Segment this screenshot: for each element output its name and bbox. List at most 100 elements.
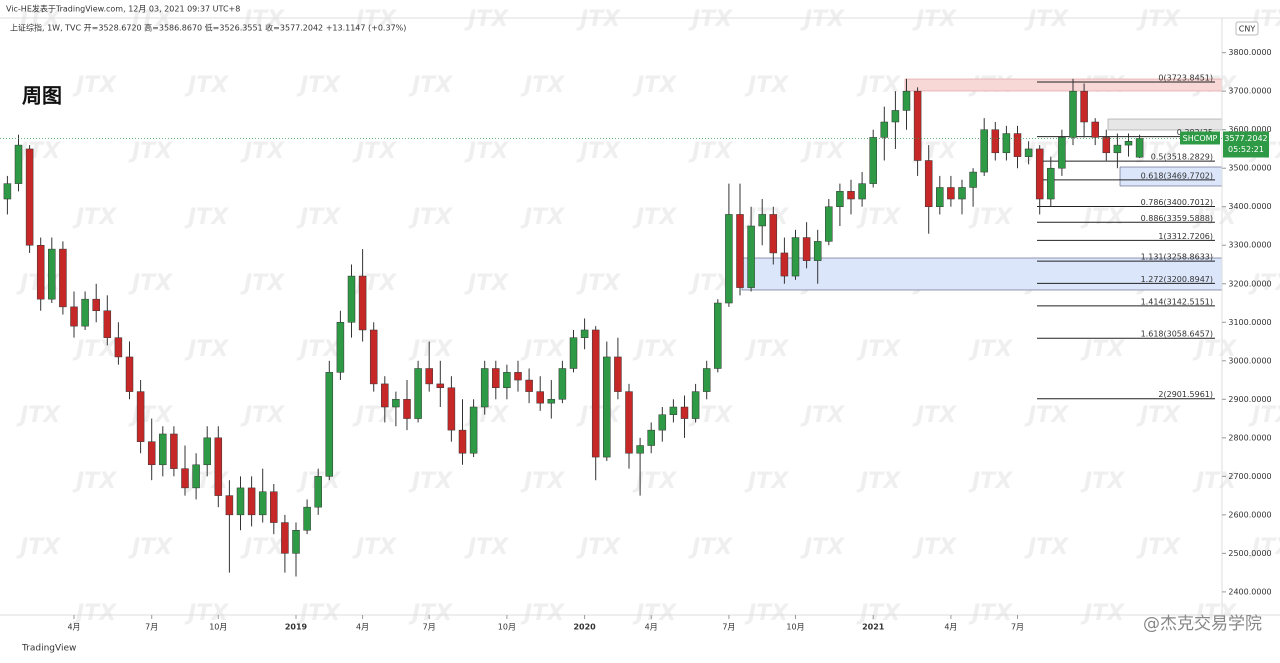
fib-label: 1.272(3200.8947): [1141, 275, 1213, 284]
watermark: JTX: [240, 139, 285, 164]
candle-body: [924, 160, 933, 207]
watermark: JTX: [520, 469, 565, 494]
fib-label: 0.786(3400.7012): [1141, 198, 1213, 207]
fib-label: 1(3312.7206): [1158, 232, 1213, 241]
fib-label: 1.131(3258.8633): [1141, 253, 1213, 262]
candle-body: [780, 252, 789, 277]
y-tick-label: 3400.0000: [1228, 202, 1271, 211]
watermark: JTX: [632, 73, 677, 98]
watermark: JTX: [632, 469, 677, 494]
x-tick-label: 2020: [573, 623, 596, 632]
watermark: JTX: [744, 337, 789, 362]
candle-body: [292, 530, 300, 554]
candle-body: [225, 495, 234, 516]
watermark: JTX: [352, 139, 397, 164]
watermark: JTX: [856, 601, 901, 626]
candle-body: [36, 244, 45, 300]
candle-body: [758, 214, 766, 227]
candle-body: [658, 414, 667, 431]
y-tick-label: 2400.0000: [1228, 587, 1271, 596]
candle-body: [136, 391, 145, 442]
watermark: JTX: [576, 535, 621, 560]
watermark: JTX: [800, 403, 845, 428]
candle-body: [880, 121, 889, 138]
watermark: JTX: [184, 601, 229, 626]
candle-body: [436, 383, 445, 389]
symbol-line: 上证综指, 1W, TVC 开=3528.6720 高=3586.8670 低=…: [10, 23, 406, 33]
candle-body: [25, 148, 34, 246]
candle-body: [603, 356, 611, 458]
candle-body: [59, 248, 67, 308]
watermark: JTX: [184, 205, 229, 230]
watermark: JTX: [296, 601, 341, 626]
watermark: JTX: [688, 535, 733, 560]
watermark: JTX: [240, 403, 285, 428]
candle-body: [469, 406, 478, 454]
y-tick-label: 3000.0000: [1228, 356, 1271, 365]
watermark: JTX: [1192, 205, 1237, 230]
candle-body: [214, 437, 223, 496]
candle-body: [625, 391, 633, 454]
ticker: SHCOMP: [1183, 134, 1218, 143]
watermark: JTX: [72, 205, 117, 230]
fib-label: 0.618(3469.7702): [1141, 171, 1213, 180]
candle-body: [147, 441, 156, 466]
candle-body: [92, 298, 100, 311]
watermark: JTX: [72, 73, 117, 98]
watermark: JTX: [1024, 403, 1069, 428]
candle-body: [114, 337, 123, 358]
watermark: JTX: [688, 139, 733, 164]
candle-body: [281, 522, 289, 554]
watermark: JTX: [72, 469, 117, 494]
candle-body: [558, 368, 567, 400]
watermark: JTX: [16, 535, 61, 560]
candle-body: [170, 433, 178, 469]
candle-body: [702, 368, 711, 392]
candle-body: [236, 487, 245, 516]
watermark: JTX: [352, 535, 397, 560]
candle-body: [902, 90, 911, 111]
watermark: JTX: [576, 139, 621, 164]
fib-label: 1.618(3058.6457): [1141, 330, 1213, 339]
x-tick-label: 10月: [498, 623, 516, 632]
x-tick-label: 10月: [786, 623, 804, 632]
watermark: JTX: [912, 403, 957, 428]
x-tick-label: 4月: [356, 623, 369, 632]
watermark: JTX: [128, 535, 173, 560]
candle-body: [1102, 137, 1111, 154]
watermark: JTX: [1248, 535, 1280, 560]
watermark: JTX: [1192, 337, 1237, 362]
candle-body: [392, 399, 400, 408]
brand: TradingView: [21, 644, 76, 654]
candle-body: [103, 310, 112, 338]
watermark: JTX: [1248, 403, 1280, 428]
watermark: JTX: [800, 535, 845, 560]
watermark: JTX: [520, 205, 565, 230]
y-tick-label: 2800.0000: [1228, 433, 1271, 442]
watermark: JTX: [520, 601, 565, 626]
candle-body: [647, 429, 655, 446]
y-tick-label: 3500.0000: [1228, 164, 1271, 173]
candle-body: [869, 137, 877, 184]
candle-body: [503, 372, 511, 389]
watermark: JTX: [856, 469, 901, 494]
candle-body: [70, 306, 78, 327]
watermark: JTX: [296, 337, 341, 362]
candle-body: [769, 214, 778, 254]
y-tick-label: 3800.0000: [1228, 48, 1271, 57]
watermark: JTX: [968, 601, 1013, 626]
watermark: JTX: [912, 7, 957, 32]
candle-body: [1058, 137, 1066, 169]
candle-body: [314, 476, 322, 508]
watermark: JTX: [632, 337, 677, 362]
price-tag: [1223, 131, 1269, 158]
watermark: JTX: [128, 7, 173, 32]
fib-label: 0.886(3359.5888): [1141, 214, 1213, 223]
currency: CNY: [1239, 25, 1256, 34]
watermark: JTX: [1080, 205, 1125, 230]
watermark: JTX: [1136, 535, 1181, 560]
candle-body: [525, 379, 533, 392]
candle-body: [691, 391, 700, 419]
watermark: JTX: [240, 535, 285, 560]
